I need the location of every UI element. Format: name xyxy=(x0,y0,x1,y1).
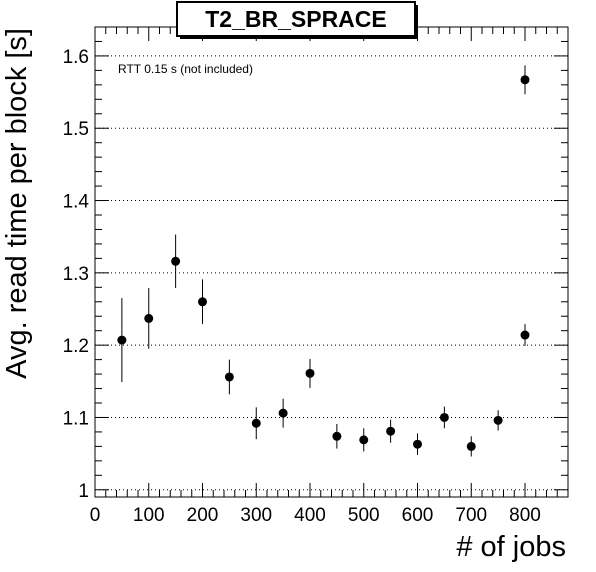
marker xyxy=(439,412,449,422)
x-tick-label: 200 xyxy=(187,505,219,526)
data-point xyxy=(359,428,369,452)
y-tick-label: 1.5 xyxy=(63,119,89,140)
data-point xyxy=(413,433,422,456)
y-axis-title: Avg. read time per block [s] xyxy=(1,28,33,379)
y-tick-label: 1.6 xyxy=(63,47,89,68)
chart-title: T2_BR_SPRACE xyxy=(205,6,387,32)
y-tick-label: 1.1 xyxy=(63,408,89,429)
data-points xyxy=(117,65,530,457)
x-tick-label: 300 xyxy=(240,505,272,526)
y-tick-labels: 1 1.1 1.2 1.3 1.4 1.5 1.6 xyxy=(63,47,90,502)
x-axis-title: # of jobs xyxy=(456,531,566,563)
data-point xyxy=(198,279,207,325)
marker xyxy=(171,256,181,266)
title-box: T2_BR_SPRACE xyxy=(176,1,418,39)
marker xyxy=(332,431,342,441)
data-point xyxy=(386,419,396,443)
marker xyxy=(493,415,503,425)
data-point xyxy=(520,324,530,346)
marker xyxy=(305,368,315,378)
x-tick-labels: 0 100 200 300 400 500 600 700 800 xyxy=(90,505,541,526)
data-point xyxy=(305,358,315,388)
x-tick-label: 700 xyxy=(455,505,487,526)
data-point xyxy=(439,406,449,429)
x-tick-label: 100 xyxy=(133,505,165,526)
x-tick-label: 400 xyxy=(294,505,326,526)
x-tick-label: 600 xyxy=(402,505,434,526)
data-point xyxy=(171,234,181,289)
title-box-frame xyxy=(176,1,416,37)
marker xyxy=(251,418,261,428)
x-tick-label: 800 xyxy=(509,505,541,526)
y-tick-label: 1 xyxy=(78,481,89,502)
marker xyxy=(117,335,127,345)
data-point xyxy=(278,398,288,428)
data-point xyxy=(117,298,127,383)
marker xyxy=(278,408,288,418)
major-ticks xyxy=(94,27,568,497)
y-tick-label: 1.2 xyxy=(63,336,89,357)
data-point xyxy=(144,288,154,349)
marker xyxy=(520,330,530,340)
marker xyxy=(224,372,234,382)
marker xyxy=(144,313,154,323)
y-tick-label: 1.3 xyxy=(63,264,89,285)
rtt-annotation: RTT 0.15 s (not included) xyxy=(118,62,253,76)
data-point xyxy=(224,359,234,395)
plot-frame xyxy=(94,26,569,498)
marker xyxy=(466,441,476,451)
data-point xyxy=(251,407,261,440)
minor-ticks xyxy=(95,26,569,497)
data-point xyxy=(520,65,530,95)
data-point xyxy=(466,436,476,457)
marker xyxy=(413,439,422,449)
marker xyxy=(520,75,530,85)
y-tick-label: 1.4 xyxy=(63,192,90,213)
grid-layer xyxy=(95,55,568,491)
x-tick-label: 500 xyxy=(348,505,380,526)
data-point xyxy=(332,423,342,449)
x-tick-label: 0 xyxy=(90,505,101,526)
marker xyxy=(198,297,207,307)
data-point xyxy=(493,410,503,431)
marker xyxy=(386,426,396,436)
marker xyxy=(359,435,369,445)
